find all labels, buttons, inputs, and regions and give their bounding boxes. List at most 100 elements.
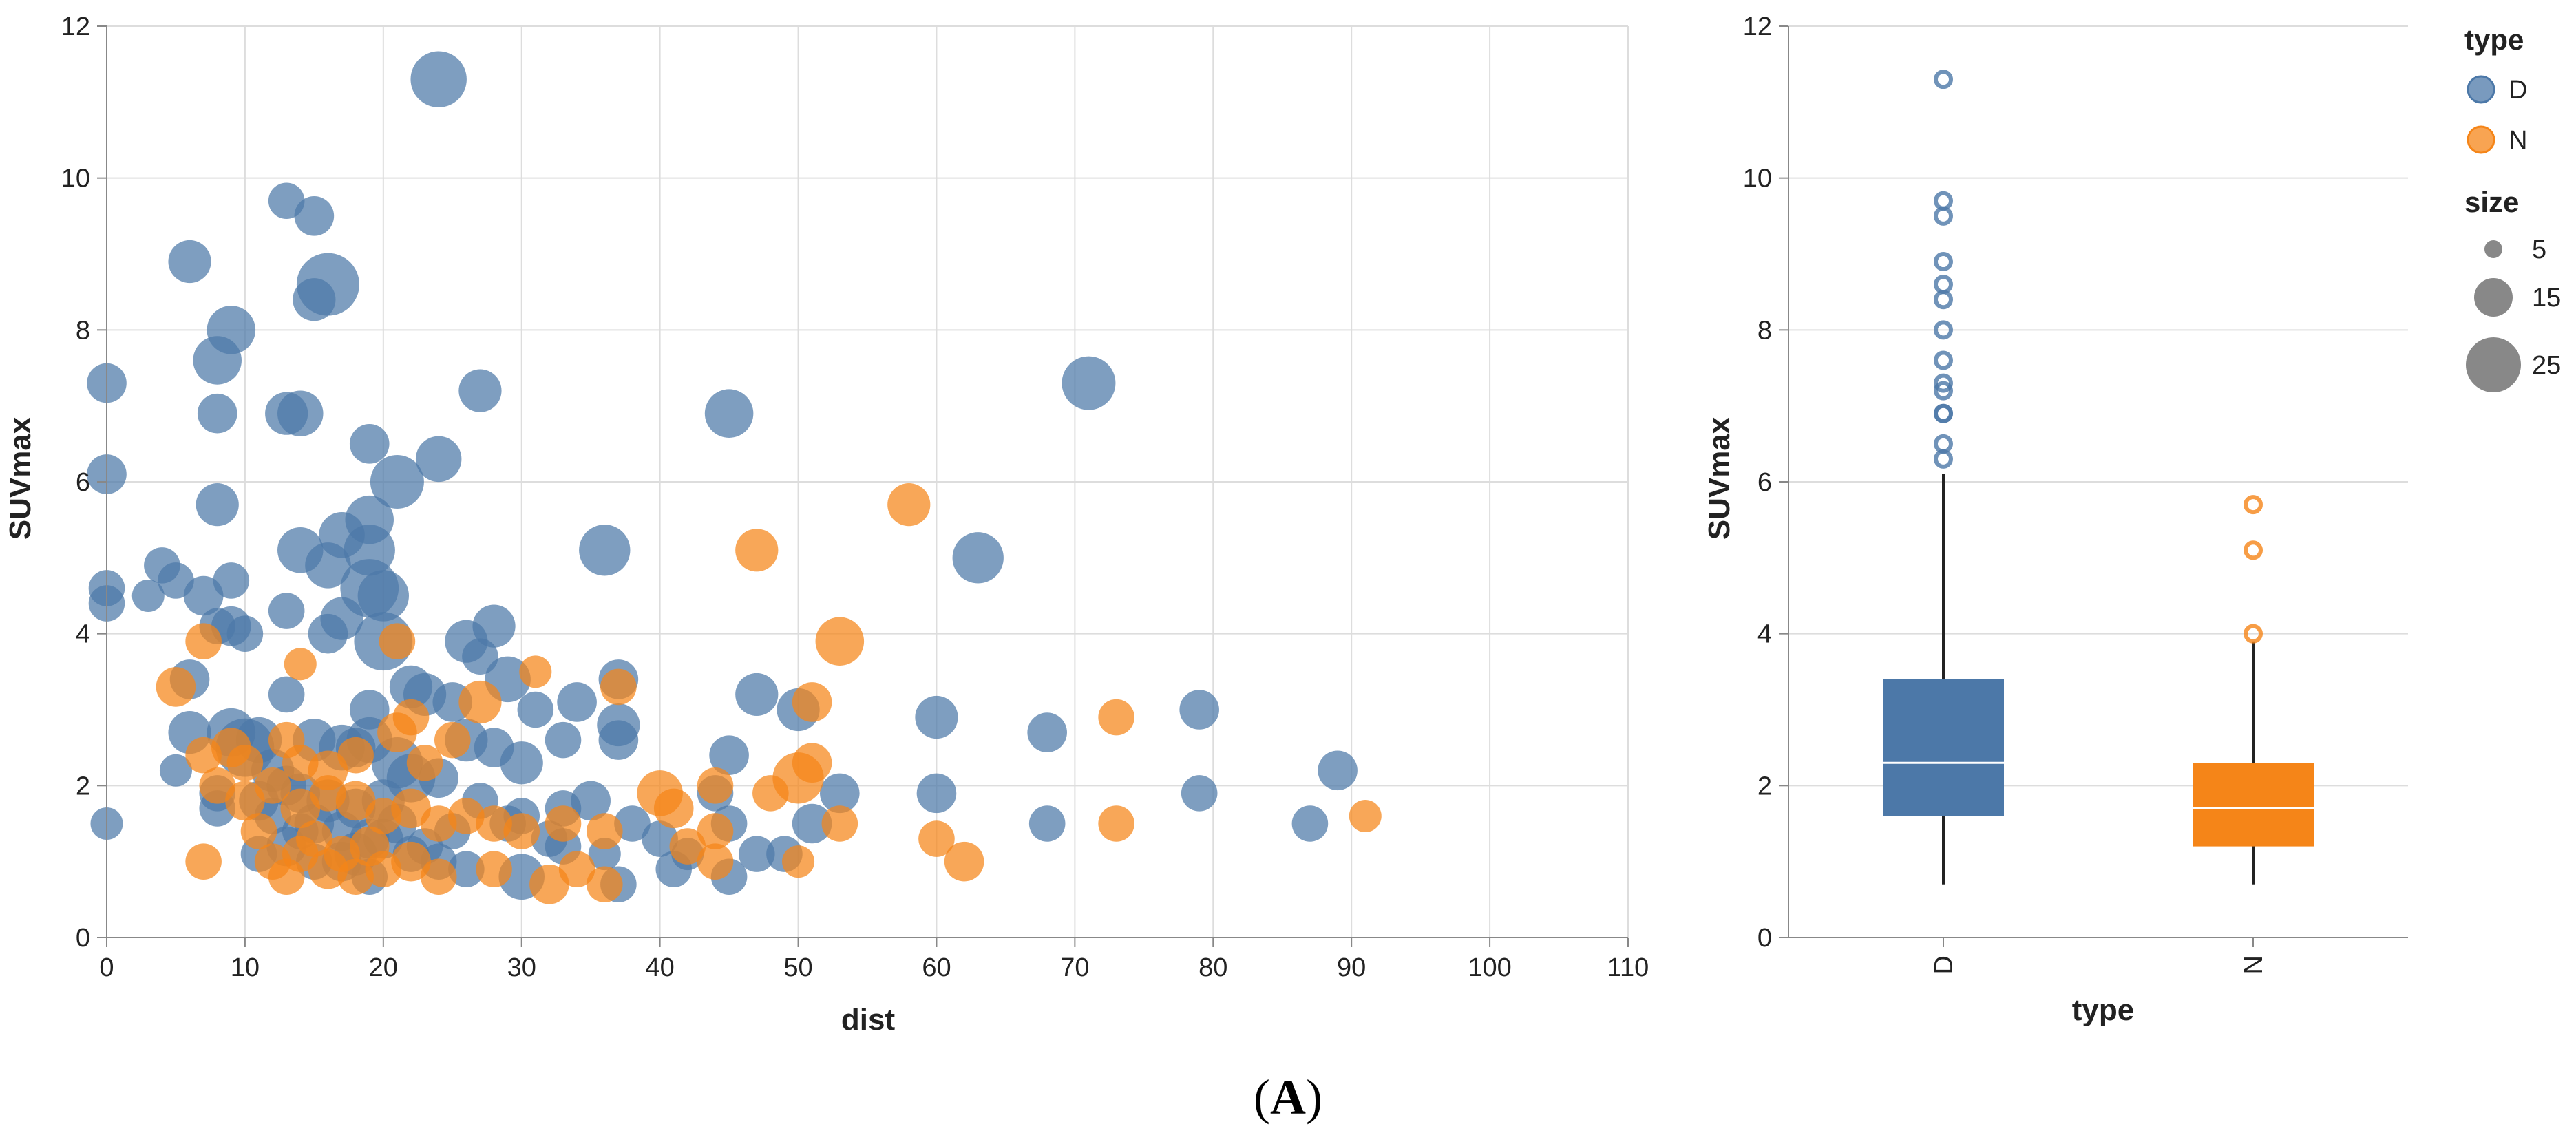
legend-size-label-5: 5 — [2532, 235, 2546, 264]
box-outlier-n — [2244, 540, 2263, 560]
scatter-point-n — [377, 712, 417, 752]
scatter-y-tick-label: 0 — [76, 924, 90, 953]
scatter-point-n — [337, 737, 374, 774]
scatter-point-d — [462, 638, 498, 675]
scatter-point-d — [1062, 356, 1116, 410]
legend-size-label-25: 25 — [2532, 351, 2561, 380]
scatter-point-n — [545, 805, 582, 842]
scatter-y-axis-title: SUVmax — [3, 416, 37, 540]
scatter-y-tick-label: 8 — [76, 316, 90, 345]
scatter-point-n — [1098, 805, 1134, 842]
scatter-point-d — [410, 51, 467, 107]
scatter-point-d — [294, 196, 335, 236]
scatter-marks — [87, 51, 1382, 904]
box-outlier-n — [2244, 495, 2263, 515]
scatter-point-d — [557, 682, 597, 722]
legend: type D N size 5 15 25 — [2464, 23, 2561, 392]
scatter-x-tick-label: 70 — [1060, 953, 1089, 982]
scatter-point-n — [254, 767, 291, 804]
scatter-point-n — [240, 813, 277, 849]
legend-size-label-15: 15 — [2532, 284, 2561, 313]
scatter-point-n — [782, 845, 815, 878]
scatter-point-d — [458, 369, 502, 412]
scatter-point-n — [225, 781, 265, 821]
scatter-point-n — [448, 798, 485, 834]
scatter-point-d — [792, 803, 832, 844]
scatter-point-n — [735, 529, 779, 572]
scatter-point-n — [296, 820, 332, 857]
scatter-point-n — [156, 667, 196, 707]
scatter-point-n — [476, 851, 512, 887]
scatter-axes: 0 10 20 30 40 50 60 70 80 90 100 110 0 2 4 6 8 10 12 — [61, 12, 1649, 982]
panel-label-close: ) — [1306, 1070, 1322, 1125]
scatter-point-d — [820, 773, 860, 814]
scatter-point-n — [586, 813, 623, 849]
legend-label-n: N — [2509, 126, 2527, 155]
box-panel: 0 2 4 6 8 10 12 D N type SUVmax — [1702, 12, 2408, 1027]
box-outlier-d — [1934, 373, 1953, 393]
scatter-point-d — [614, 805, 651, 842]
scatter-point-d — [472, 604, 516, 648]
scatter-point-d — [168, 240, 211, 284]
scatter-point-d — [226, 615, 264, 652]
box-y-tick-label: 2 — [1757, 772, 1772, 801]
scatter-point-d — [1179, 690, 1219, 730]
scatter-point-d — [1027, 712, 1067, 752]
box-iqr-d — [1883, 679, 2004, 816]
scatter-point-d — [268, 676, 305, 713]
scatter-point-d — [305, 542, 351, 589]
scatter-point-d — [293, 278, 336, 321]
scatter-point-n — [420, 805, 457, 842]
box-iqr-n — [2193, 763, 2314, 847]
scatter-point-d — [1291, 805, 1329, 842]
box-y-tick-label: 12 — [1743, 12, 1772, 41]
box-grid — [1788, 25, 2408, 938]
box-y-axis-title: SUVmax — [1702, 416, 1736, 540]
panel-label: (A) — [1254, 1070, 1322, 1125]
box-outlier-d — [1934, 290, 1953, 310]
scatter-point-d — [579, 525, 631, 576]
scatter-point-n — [697, 813, 734, 849]
scatter-point-n — [558, 851, 595, 887]
scatter-point-n — [519, 655, 552, 688]
box-outlier-d — [1934, 70, 1953, 89]
legend-color-title: type — [2464, 23, 2524, 56]
box-outlier-d — [1934, 275, 1953, 295]
scatter-point-d — [1318, 750, 1358, 791]
scatter-x-tick-label: 10 — [231, 953, 260, 982]
scatter-x-tick-label: 60 — [922, 953, 951, 982]
scatter-x-tick-label: 0 — [99, 953, 114, 982]
scatter-point-n — [406, 744, 443, 781]
box-outlier-d — [1934, 320, 1953, 340]
scatter-point-n — [669, 828, 706, 865]
scatter-point-n — [697, 843, 734, 880]
scatter-point-n — [586, 866, 623, 903]
scatter-point-d — [642, 820, 678, 857]
scatter-point-n — [476, 805, 512, 842]
scatter-y-tick-label: 12 — [61, 12, 90, 41]
box-outlier-d — [1934, 434, 1953, 454]
scatter-y-tick-label: 2 — [76, 772, 90, 801]
box-x-axis-title: type — [2072, 993, 2134, 1027]
panel-label-letter: A — [1270, 1070, 1306, 1125]
scatter-point-d — [131, 579, 165, 613]
legend-size-title: size — [2464, 186, 2519, 218]
scatter-point-d — [735, 673, 779, 717]
scatter-y-tick-label: 6 — [76, 468, 90, 497]
scatter-point-n — [324, 836, 360, 872]
scatter-point-d — [268, 593, 305, 629]
scatter-x-tick-label: 90 — [1337, 953, 1366, 982]
scatter-point-d — [1181, 775, 1218, 812]
scatter-point-n — [458, 680, 502, 724]
scatter-point-d — [193, 336, 242, 385]
box-y-tick-label: 6 — [1757, 468, 1772, 497]
box-outlier-d — [1934, 403, 1953, 423]
box-y-tick-label: 0 — [1757, 924, 1772, 953]
scatter-point-d — [709, 735, 749, 775]
box-outlier-d — [1934, 191, 1953, 211]
scatter-point-d — [415, 436, 462, 483]
scatter-point-d — [197, 393, 237, 434]
scatter-x-tick-label: 20 — [369, 953, 398, 982]
scatter-point-d — [349, 424, 390, 464]
